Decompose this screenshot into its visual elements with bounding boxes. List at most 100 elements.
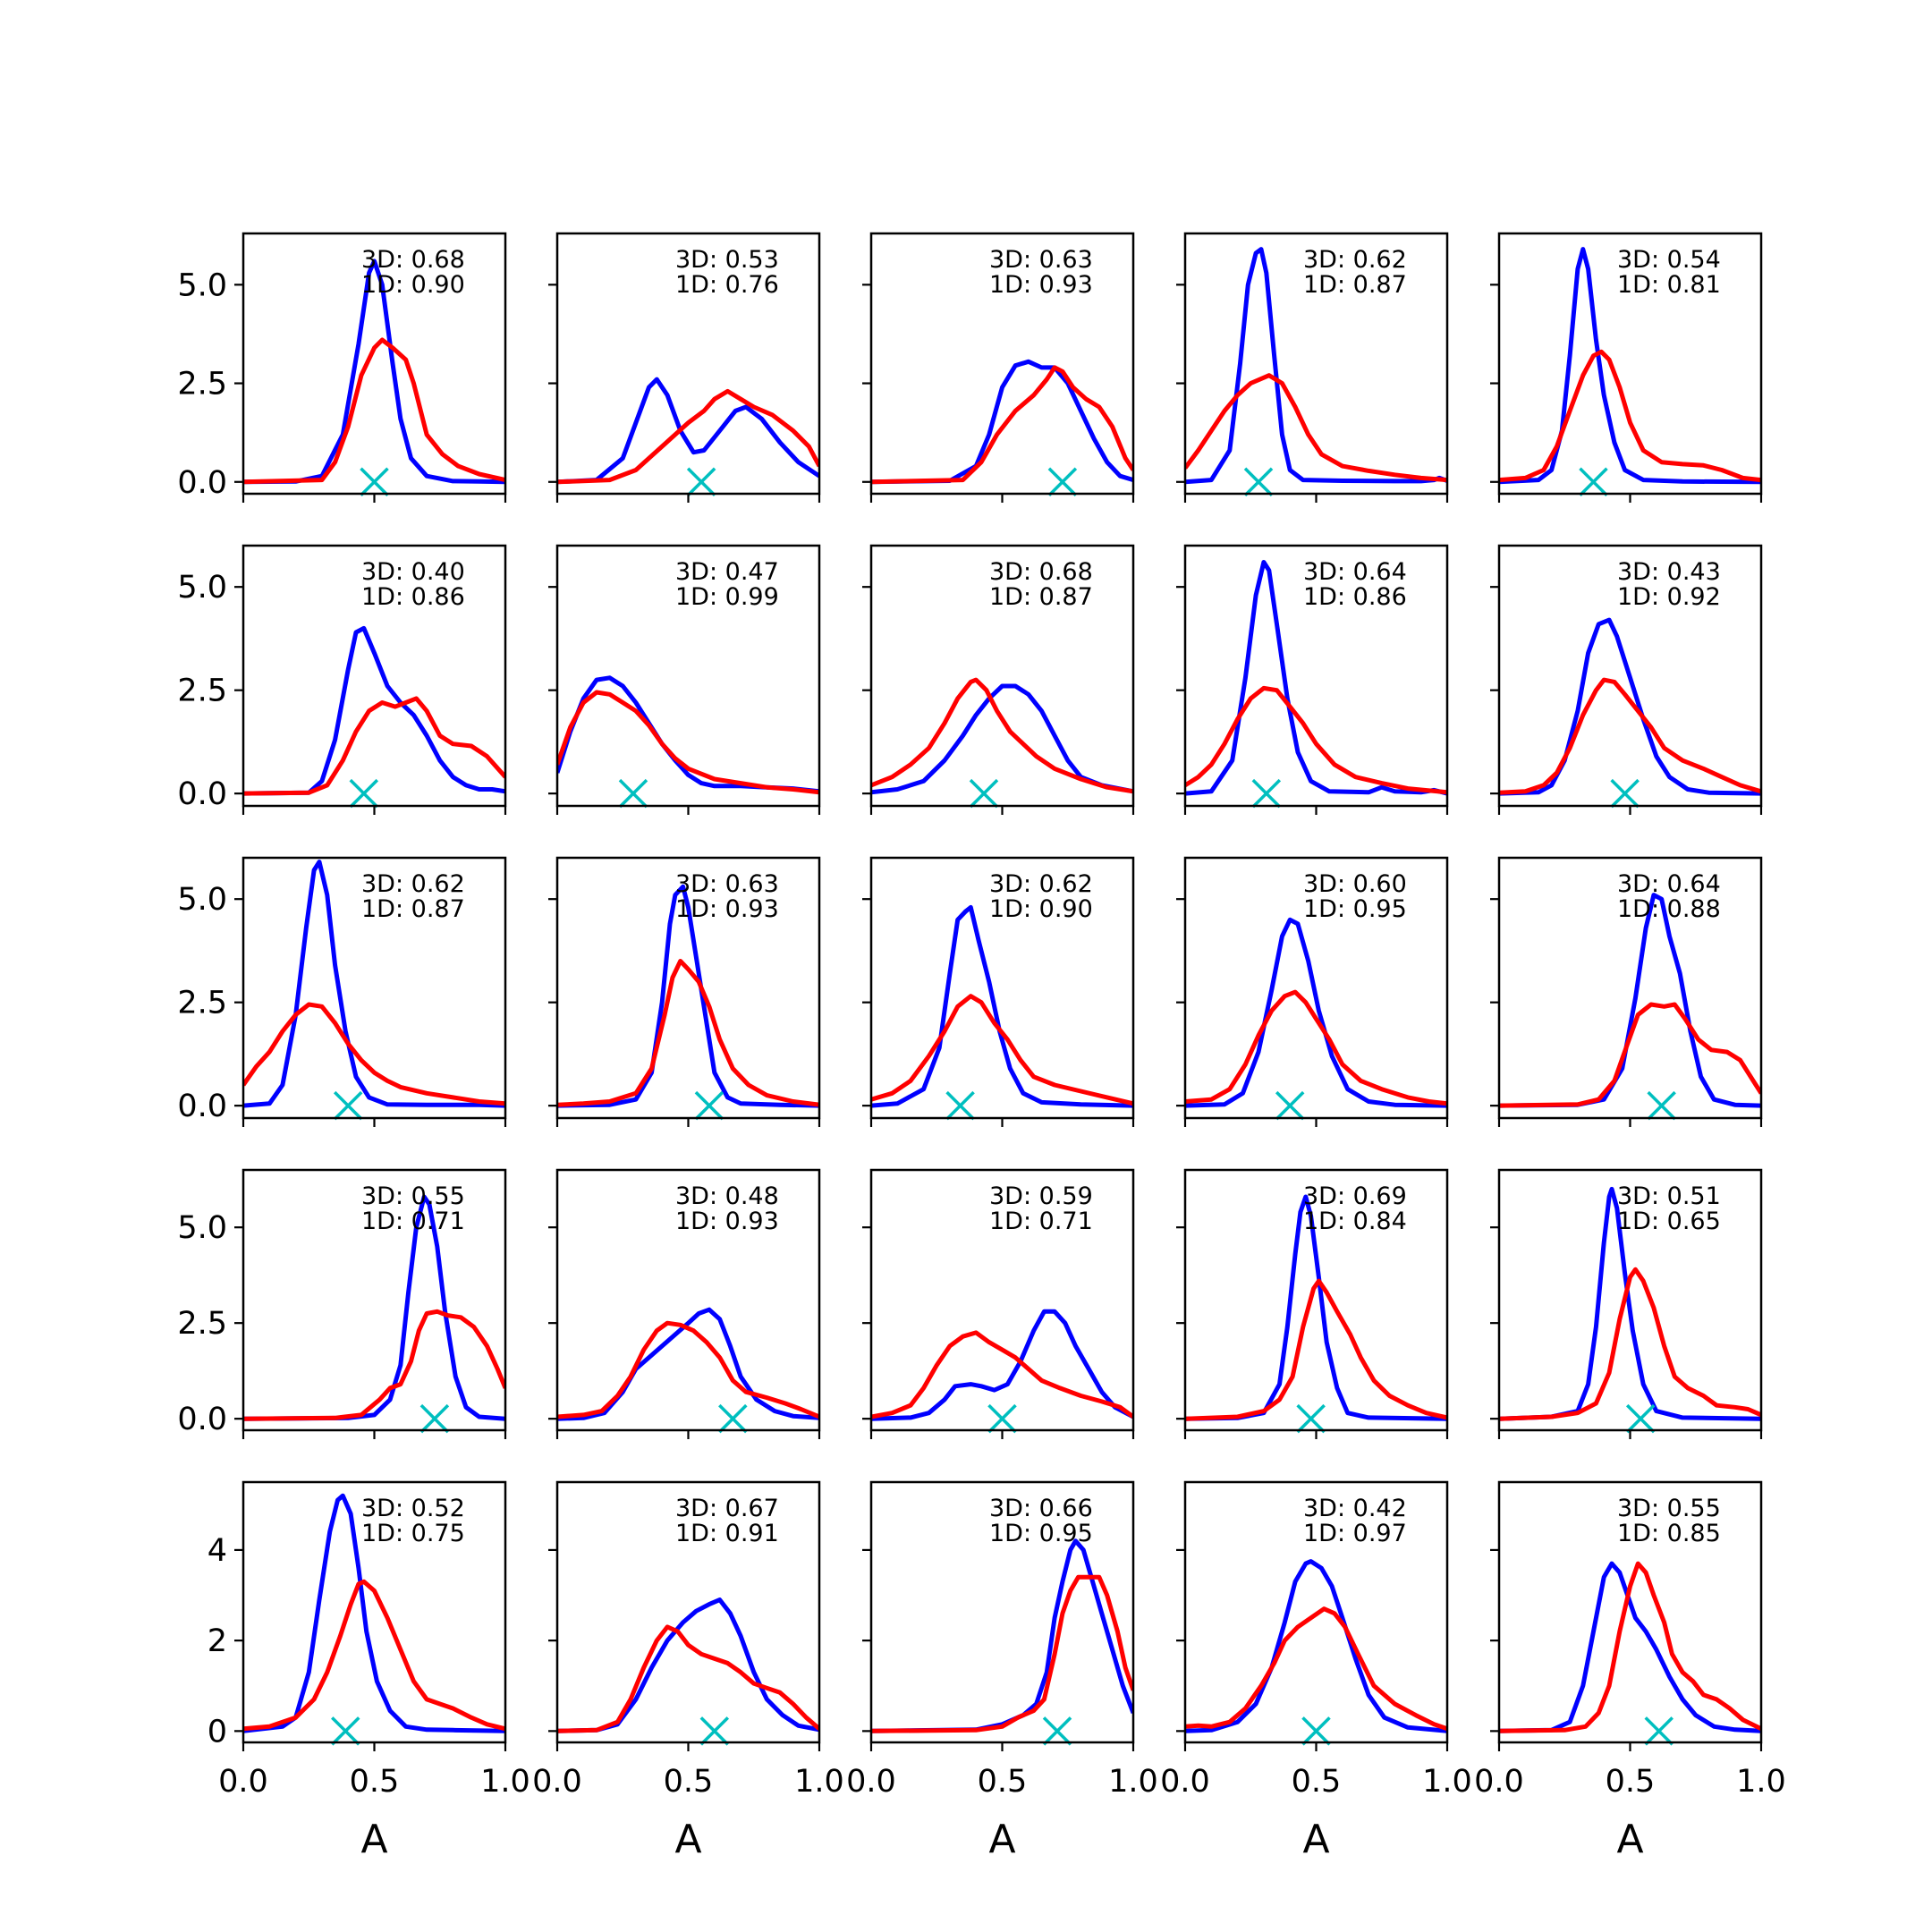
- series-3d-line: [243, 860, 505, 1108]
- series-1d-line: [871, 994, 1133, 1106]
- series-1d-line: [1185, 989, 1447, 1106]
- annotation-3d: 3D: 0.66: [989, 1495, 1093, 1522]
- y-tick-label: 5.0: [177, 1210, 227, 1246]
- annotation-3d: 3D: 0.60: [1303, 870, 1407, 898]
- reference-marker: [1042, 1716, 1072, 1746]
- y-tick-label: 2: [208, 1623, 227, 1659]
- series-1d-line: [557, 959, 819, 1107]
- x-axis-label: A: [1302, 1817, 1329, 1862]
- series-1d-line: [243, 1309, 505, 1421]
- reference-marker: [1644, 1716, 1674, 1746]
- annotation-3d: 3D: 0.59: [989, 1182, 1093, 1210]
- annotation-1d: 1D: 0.90: [989, 895, 1093, 923]
- y-tick-label: 5.0: [177, 882, 227, 918]
- annotation-1d: 1D: 0.87: [989, 583, 1093, 611]
- reference-marker: [360, 467, 389, 497]
- annotation-3d: 3D: 0.64: [1617, 870, 1721, 898]
- annotation-3d: 3D: 0.62: [361, 870, 465, 898]
- y-tick-label: 4: [208, 1533, 227, 1569]
- annotation-3d: 3D: 0.42: [1303, 1495, 1407, 1522]
- annotation-3d: 3D: 0.55: [1617, 1495, 1721, 1522]
- reference-marker: [1579, 467, 1608, 497]
- annotation-3d: 3D: 0.47: [675, 558, 779, 586]
- reference-marker: [686, 467, 716, 497]
- reference-marker: [618, 778, 648, 809]
- y-tick-label: 2.5: [177, 986, 227, 1021]
- x-tick-label: 0.5: [1606, 1764, 1656, 1800]
- series-3d-line: [871, 359, 1133, 485]
- series-1d-line: [557, 690, 819, 795]
- annotation-1d: 1D: 0.92: [1617, 583, 1721, 611]
- series-3d-line: [871, 683, 1133, 795]
- series-3d-line: [243, 625, 505, 796]
- series-3d-line: [1185, 247, 1447, 485]
- series-3d-line: [557, 884, 819, 1108]
- series-1d-line: [871, 1330, 1133, 1419]
- y-tick-label: 0.0: [177, 1402, 227, 1437]
- x-axis-label: A: [674, 1817, 701, 1862]
- series-1d-line: [1499, 677, 1761, 795]
- x-axis-label: A: [988, 1817, 1015, 1862]
- annotation-1d: 1D: 0.93: [675, 895, 779, 923]
- annotation-1d: 1D: 0.99: [675, 583, 779, 611]
- x-tick-label: 0.0: [532, 1764, 582, 1800]
- series-1d-line: [871, 365, 1133, 485]
- series-3d-line: [1499, 893, 1761, 1108]
- annotation-3d: 3D: 0.63: [989, 246, 1093, 274]
- annotation-3d: 3D: 0.68: [989, 558, 1093, 586]
- x-axis-label: A: [360, 1817, 387, 1862]
- annotation-3d: 3D: 0.64: [1303, 558, 1407, 586]
- series-3d-line: [871, 1538, 1133, 1733]
- annotation-3d: 3D: 0.62: [1303, 246, 1407, 274]
- x-tick-label: 1.0: [480, 1764, 530, 1800]
- reference-marker: [718, 1403, 748, 1434]
- series-1d-line: [243, 337, 505, 485]
- annotation-1d: 1D: 0.71: [989, 1208, 1093, 1235]
- annotation-1d: 1D: 0.97: [1303, 1520, 1407, 1547]
- reference-marker: [1243, 467, 1274, 497]
- reference-marker: [1625, 1403, 1656, 1434]
- annotation-3d: 3D: 0.48: [675, 1182, 779, 1210]
- x-tick-label: 0.5: [350, 1764, 400, 1800]
- series-1d-line: [871, 1574, 1133, 1733]
- reference-marker: [1610, 778, 1640, 809]
- annotation-1d: 1D: 0.86: [1303, 583, 1407, 611]
- annotation-3d: 3D: 0.51: [1617, 1182, 1721, 1210]
- y-tick-label: 2.5: [177, 674, 227, 709]
- series-1d-line: [1185, 1278, 1447, 1421]
- x-tick-label: 0.5: [664, 1764, 714, 1800]
- x-tick-label: 0.0: [218, 1764, 268, 1800]
- x-axis-label: A: [1616, 1817, 1643, 1862]
- reference-marker: [945, 1090, 975, 1121]
- series-1d-line: [243, 696, 505, 796]
- annotation-1d: 1D: 0.86: [361, 583, 465, 611]
- annotation-1d: 1D: 0.87: [1303, 271, 1407, 299]
- series-3d-line: [1185, 1559, 1447, 1733]
- series-3d-line: [1185, 560, 1447, 796]
- series-1d-line: [243, 1579, 505, 1732]
- annotation-1d: 1D: 0.75: [361, 1520, 465, 1547]
- x-tick-label: 0.0: [1160, 1764, 1210, 1800]
- y-tick-label: 0.0: [177, 465, 227, 501]
- series-3d-line: [1499, 1186, 1761, 1421]
- x-tick-label: 0.0: [1474, 1764, 1524, 1800]
- series-3d-line: [1185, 1194, 1447, 1421]
- reference-marker: [333, 1090, 363, 1121]
- y-tick-label: 5.0: [177, 267, 227, 303]
- series-3d-line: [1499, 617, 1761, 796]
- annotation-1d: 1D: 0.84: [1303, 1208, 1407, 1235]
